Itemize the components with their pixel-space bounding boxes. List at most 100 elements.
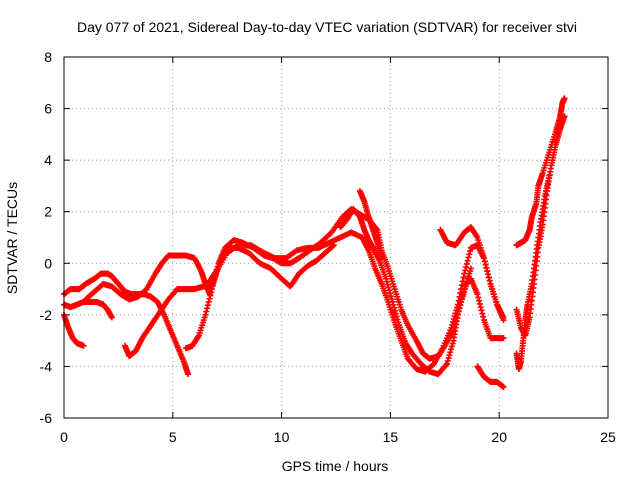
- data-point: [481, 258, 488, 265]
- data-point: [480, 313, 487, 320]
- ticks: 0 5 10 15 20 25 -6 -4 -2 0 2 4 6 8: [40, 49, 616, 445]
- y-tick-label: 8: [44, 49, 52, 65]
- y-tick-label: 0: [44, 255, 52, 271]
- data-point: [389, 298, 396, 305]
- data-point: [546, 172, 553, 179]
- data-point: [203, 308, 210, 315]
- data-point: [476, 297, 483, 304]
- y-tick-label: 2: [44, 204, 52, 220]
- data-point: [459, 292, 466, 299]
- data-point: [458, 298, 465, 305]
- data-point: [449, 340, 456, 347]
- data-point: [477, 304, 484, 311]
- data-point: [392, 307, 399, 314]
- data-point: [448, 346, 455, 353]
- data-point: [446, 352, 453, 359]
- data-point: [561, 95, 568, 102]
- data-point: [475, 294, 482, 301]
- plot-frame: [63, 56, 609, 419]
- data-point: [467, 248, 474, 255]
- data-point: [460, 274, 467, 281]
- data-point: [378, 255, 385, 262]
- data-point: [483, 264, 490, 271]
- data-point: [474, 291, 481, 298]
- data-point: [384, 281, 391, 288]
- data-point: [456, 305, 463, 312]
- data-point: [383, 278, 390, 285]
- y-axis-title: SDTVAR / TECUs: [4, 182, 20, 294]
- y-tick-label: 4: [44, 152, 52, 168]
- data-point: [394, 316, 401, 323]
- data-point: [500, 317, 507, 324]
- data-point: [395, 319, 402, 326]
- data-point: [482, 261, 489, 268]
- data-point: [463, 264, 470, 271]
- data-point: [443, 360, 450, 367]
- data-point: [458, 295, 465, 302]
- x-tick-label: 20: [491, 429, 507, 445]
- x-tick-label: 5: [169, 429, 177, 445]
- x-tick-label: 0: [60, 429, 68, 445]
- data-point: [206, 295, 213, 302]
- data-point: [185, 371, 192, 378]
- y-tick-label: -4: [40, 358, 53, 374]
- data-point: [465, 254, 472, 261]
- data-point: [485, 274, 492, 281]
- series-track-12: [513, 95, 568, 249]
- data-point: [485, 271, 492, 278]
- data-point: [444, 357, 451, 364]
- data-point: [80, 342, 87, 349]
- data-point: [455, 308, 462, 315]
- data-point: [391, 304, 398, 311]
- series-track-3: [61, 298, 115, 321]
- data-point: [208, 289, 215, 296]
- data-point: [467, 265, 474, 272]
- data-point: [463, 260, 470, 267]
- data-point: [480, 255, 487, 262]
- data-point: [447, 349, 454, 356]
- grid: [64, 57, 608, 418]
- data-point: [385, 284, 392, 291]
- data-point: [388, 296, 395, 303]
- x-tick-label: 25: [600, 429, 616, 445]
- data-point: [484, 268, 491, 275]
- data-point: [386, 287, 393, 294]
- data-points: [61, 95, 568, 391]
- data-point: [486, 277, 493, 284]
- data-point: [445, 355, 452, 362]
- data-point: [561, 113, 568, 120]
- data-point: [476, 300, 483, 307]
- x-tick-label: 15: [383, 429, 399, 445]
- series-track-2: [61, 311, 87, 349]
- y-tick-label: -6: [40, 410, 53, 426]
- data-point: [464, 257, 471, 264]
- series-track-8: [337, 206, 474, 378]
- data-point: [500, 335, 507, 342]
- data-point: [392, 310, 399, 317]
- data-point: [479, 310, 486, 317]
- y-tick-label: 6: [44, 101, 52, 117]
- data-point: [500, 384, 507, 391]
- data-point: [387, 293, 394, 300]
- x-axis-title: GPS time / hours: [282, 458, 389, 474]
- series-track-9: [356, 188, 385, 262]
- series-track-11: [474, 363, 507, 391]
- data-point: [207, 292, 214, 299]
- chart-title: Day 077 of 2021, Sidereal Day-to-day VTE…: [77, 19, 577, 35]
- data-point: [108, 314, 115, 321]
- data-point: [466, 251, 473, 258]
- data-point: [209, 282, 216, 289]
- series-track-14: [513, 172, 553, 373]
- data-point: [393, 313, 400, 320]
- data-point: [454, 311, 461, 318]
- data-point: [390, 301, 397, 308]
- series-track-10: [437, 224, 507, 324]
- data-point: [457, 302, 464, 309]
- data-point: [205, 298, 212, 305]
- data-point: [202, 311, 209, 318]
- series-track-4: [82, 252, 213, 303]
- data-point: [448, 343, 455, 350]
- series-track-1: [61, 270, 192, 378]
- y-tick-label: -2: [40, 307, 53, 323]
